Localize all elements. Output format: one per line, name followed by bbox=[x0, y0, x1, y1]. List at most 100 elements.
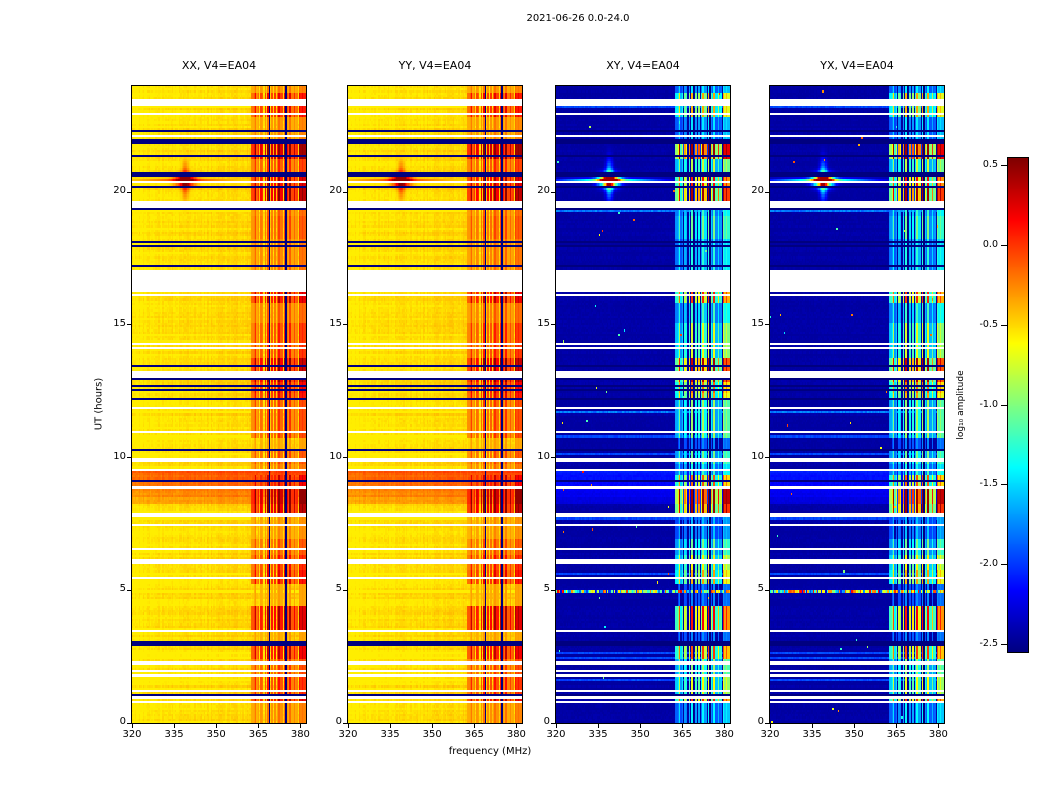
x-tick-label: 320 bbox=[760, 729, 780, 740]
x-tick-label: 380 bbox=[714, 729, 734, 740]
colorbar-tick-label: -2.0 bbox=[979, 557, 998, 569]
y-tick-label: 0 bbox=[119, 716, 126, 727]
heatmap-panel-xx bbox=[131, 85, 307, 724]
figure-title: 2021-06-26 0.0-24.0 bbox=[526, 13, 630, 24]
x-tick-label: 380 bbox=[290, 729, 310, 740]
y-tick-label: 0 bbox=[757, 716, 764, 727]
y-tick-label: 20 bbox=[751, 185, 764, 197]
y-tick-mark bbox=[765, 324, 769, 326]
x-tick-label: 320 bbox=[338, 729, 358, 740]
colorbar-tick-mark bbox=[1001, 165, 1007, 167]
panel-title-xy: XY, V4=EA04 bbox=[606, 59, 680, 72]
x-tick-label: 365 bbox=[464, 729, 484, 740]
colorbar-tick-mark bbox=[1001, 245, 1007, 247]
colorbar-tick-label: -1.0 bbox=[979, 398, 998, 410]
x-tick-label: 350 bbox=[630, 729, 650, 740]
x-tick-mark bbox=[723, 724, 725, 728]
colorbar-tick-mark bbox=[1001, 484, 1007, 486]
panel-title-xx: XX, V4=EA04 bbox=[181, 59, 257, 72]
x-tick-label: 380 bbox=[928, 729, 948, 740]
x-tick-label: 320 bbox=[122, 729, 142, 740]
y-tick-mark bbox=[551, 191, 555, 193]
y-tick-mark bbox=[127, 324, 131, 326]
heatmap-panel-yy bbox=[347, 85, 523, 724]
colorbar-canvas bbox=[1008, 158, 1028, 652]
x-tick-mark bbox=[173, 724, 175, 728]
x-tick-mark bbox=[389, 724, 391, 728]
x-tick-label: 365 bbox=[248, 729, 268, 740]
x-tick-label: 350 bbox=[422, 729, 442, 740]
colorbar-tick-label: 0.0 bbox=[982, 239, 998, 251]
heatmap-canvas-xx bbox=[132, 86, 306, 723]
y-tick-mark bbox=[343, 457, 347, 459]
colorbar-tick-label: -2.5 bbox=[979, 637, 998, 649]
y-tick-label: 15 bbox=[537, 317, 550, 329]
y-tick-mark bbox=[127, 722, 131, 724]
y-tick-label: 10 bbox=[537, 450, 550, 462]
heatmap-canvas-yx bbox=[770, 86, 944, 723]
x-tick-label: 335 bbox=[164, 729, 184, 740]
x-tick-mark bbox=[347, 724, 349, 728]
x-tick-label: 335 bbox=[380, 729, 400, 740]
y-tick-label: 5 bbox=[543, 583, 550, 595]
x-tick-mark bbox=[215, 724, 217, 728]
colorbar-tick-mark bbox=[1001, 324, 1007, 326]
y-tick-mark bbox=[343, 324, 347, 326]
y-tick-mark bbox=[765, 722, 769, 724]
y-tick-label: 5 bbox=[757, 583, 764, 595]
x-tick-mark bbox=[299, 724, 301, 728]
x-tick-mark bbox=[937, 724, 939, 728]
y-tick-mark bbox=[127, 589, 131, 591]
x-tick-mark bbox=[853, 724, 855, 728]
x-tick-mark bbox=[515, 724, 517, 728]
y-tick-mark bbox=[765, 589, 769, 591]
x-tick-label: 335 bbox=[588, 729, 608, 740]
colorbar-tick-label: -0.5 bbox=[979, 318, 998, 330]
x-tick-mark bbox=[811, 724, 813, 728]
y-tick-mark bbox=[343, 589, 347, 591]
colorbar-tick-label: 0.5 bbox=[982, 159, 998, 171]
colorbar-tick-mark bbox=[1001, 404, 1007, 406]
x-tick-label: 365 bbox=[672, 729, 692, 740]
y-tick-label: 15 bbox=[113, 317, 126, 329]
y-tick-label: 15 bbox=[751, 317, 764, 329]
x-tick-mark bbox=[555, 724, 557, 728]
y-tick-label: 5 bbox=[335, 583, 342, 595]
colorbar-tick-label: -1.5 bbox=[979, 478, 998, 490]
colorbar-tick-mark bbox=[1001, 643, 1007, 645]
x-tick-label: 350 bbox=[206, 729, 226, 740]
y-tick-mark bbox=[343, 722, 347, 724]
x-tick-mark bbox=[681, 724, 683, 728]
y-tick-mark bbox=[127, 457, 131, 459]
panel-title-yx: YX, V4=EA04 bbox=[820, 59, 894, 72]
colorbar bbox=[1007, 157, 1029, 653]
y-tick-label: 15 bbox=[329, 317, 342, 329]
x-tick-label: 380 bbox=[506, 729, 526, 740]
heatmap-canvas-xy bbox=[556, 86, 730, 723]
x-tick-mark bbox=[257, 724, 259, 728]
y-tick-mark bbox=[551, 457, 555, 459]
y-tick-mark bbox=[765, 457, 769, 459]
y-tick-label: 10 bbox=[113, 450, 126, 462]
x-tick-mark bbox=[597, 724, 599, 728]
y-tick-mark bbox=[127, 191, 131, 193]
y-tick-label: 20 bbox=[113, 185, 126, 197]
x-tick-mark bbox=[131, 724, 133, 728]
y-axis-label: UT (hours) bbox=[93, 377, 105, 431]
y-tick-label: 10 bbox=[329, 450, 342, 462]
x-tick-label: 350 bbox=[844, 729, 864, 740]
heatmap-panel-xy bbox=[555, 85, 731, 724]
y-tick-mark bbox=[551, 589, 555, 591]
colorbar-tick-mark bbox=[1001, 563, 1007, 565]
y-tick-mark bbox=[551, 324, 555, 326]
x-tick-mark bbox=[895, 724, 897, 728]
panel-title-yy: YY, V4=EA04 bbox=[398, 59, 472, 72]
y-tick-label: 20 bbox=[329, 185, 342, 197]
x-tick-mark bbox=[769, 724, 771, 728]
y-tick-label: 10 bbox=[751, 450, 764, 462]
y-tick-mark bbox=[551, 722, 555, 724]
y-tick-label: 0 bbox=[335, 716, 342, 727]
x-tick-label: 320 bbox=[546, 729, 566, 740]
y-tick-label: 0 bbox=[543, 716, 550, 727]
